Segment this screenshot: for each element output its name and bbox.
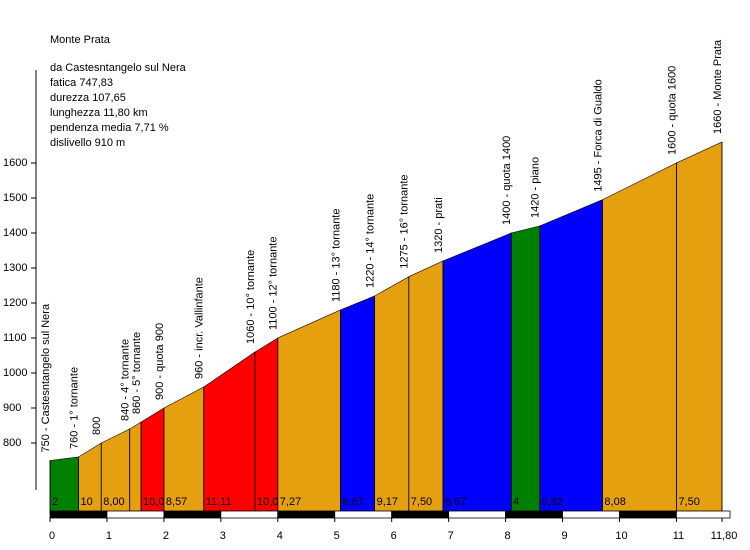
profile-segment (254, 337, 279, 514)
x-tick-label: 1 (106, 530, 112, 542)
profile-segment (374, 276, 410, 514)
profile-segment (676, 141, 723, 514)
point-label: 750 - Castesntangelo sul Nera (40, 303, 52, 452)
profile-segment (539, 199, 603, 514)
y-tick-label: 800 (3, 437, 21, 449)
y-tick-label: 1300 (3, 262, 27, 274)
gradient-label: 7,50 (678, 496, 699, 508)
point-label: 1180 - 13° tornante (330, 209, 342, 302)
gradient-label: 8,08 (604, 496, 625, 508)
point-label: 1275 - 16° tornante (399, 174, 411, 268)
profile-segment (277, 309, 341, 514)
x-tick-label: 2 (163, 530, 169, 542)
profile-segment (340, 295, 375, 514)
point-label: 760 - 1° tornante (68, 367, 80, 449)
point-label: 840 - 4° tornante (120, 339, 132, 421)
x-tick-label: 0 (49, 530, 55, 542)
gradient-label: 7,50 (411, 496, 432, 508)
point-label: 1220 - 14° tornante (365, 194, 377, 288)
scale-bar (391, 510, 450, 519)
info-line: da Castesntangelo sul Nera (50, 62, 187, 74)
y-tick-label: 1000 (3, 367, 27, 379)
info-line: fatica 747,83 (50, 77, 113, 89)
gradient-label: 2 (52, 496, 58, 508)
gradient-label: 8,00 (103, 496, 124, 508)
gradient-label: 9,17 (377, 496, 398, 508)
x-tick-label: 4 (277, 530, 283, 542)
y-tick-label: 900 (3, 402, 21, 414)
point-label: 1100 - 12° tornante (268, 237, 280, 330)
scale-bar (334, 510, 393, 519)
scale-bar (505, 510, 563, 519)
point-label: 860 - 5° tornante (131, 332, 143, 414)
gradient-label: 10 (80, 496, 92, 508)
x-tick-label: 11,80 (711, 530, 738, 542)
x-tick-label: 9 (561, 530, 567, 542)
y-tick-label: 1200 (3, 297, 27, 309)
point-label: 1495 - Forca di Gualdo (592, 79, 604, 192)
info-line: pendenza media 7,71 % (50, 122, 169, 134)
scale-bar (619, 510, 677, 519)
x-tick-label: 7 (448, 530, 454, 542)
scale-bar (163, 510, 222, 519)
y-tick-label: 1500 (3, 192, 27, 204)
chart-title: Monte Prata (50, 34, 111, 46)
point-label: 1420 - piano (530, 157, 542, 218)
profile-segment (510, 225, 541, 514)
gradient-label: 6,82 (542, 496, 563, 508)
info-line: durezza 107,65 (50, 92, 126, 104)
point-label: 1060 - 10° tornante (245, 250, 257, 344)
y-tick-label: 1400 (3, 227, 27, 239)
info-line: lunghezza 11,80 km (50, 107, 148, 119)
info-line: dislivello 910 m (50, 137, 125, 149)
point-label: 960 - incr. Vallinfante (194, 277, 206, 379)
point-label: 800 (91, 417, 103, 435)
x-tick-label: 3 (220, 530, 226, 542)
scale-bar (106, 510, 165, 519)
scale-bar (676, 510, 731, 519)
point-label: 900 - quota 900 (154, 323, 166, 400)
scale-bar (277, 510, 336, 519)
scale-bar (49, 510, 108, 519)
scale-bar (562, 510, 620, 519)
gradient-label: 8,57 (166, 496, 187, 508)
profile-segment (163, 386, 205, 514)
gradient-label: 6,67 (445, 496, 466, 508)
gradient-label: 4 (513, 496, 519, 508)
gradient-label: 7,27 (280, 496, 301, 508)
point-label: 1660 - Monte Prata (712, 39, 724, 134)
point-label: 1600 - quota 1600 (666, 66, 678, 155)
profile-segment (442, 232, 512, 514)
profile-segment (408, 260, 444, 514)
gradient-label: 6,67 (342, 496, 363, 508)
point-label: 1400 - quota 1400 (501, 136, 513, 225)
x-tick-label: 10 (615, 530, 627, 542)
gradient-label: 11,11 (206, 496, 232, 508)
scale-bar (448, 510, 506, 519)
x-tick-label: 6 (391, 530, 397, 542)
x-tick-label: 8 (505, 530, 511, 542)
profile-segment (129, 421, 142, 514)
y-tick-label: 1100 (3, 332, 27, 344)
scale-bar (220, 510, 279, 519)
x-tick-label: 5 (334, 530, 340, 542)
profile-segment (602, 162, 677, 514)
profile-segment (203, 351, 256, 514)
x-tick-label: 11 (673, 530, 684, 542)
point-label: 1320 - prati (433, 197, 445, 253)
y-tick-label: 1600 (3, 157, 27, 169)
